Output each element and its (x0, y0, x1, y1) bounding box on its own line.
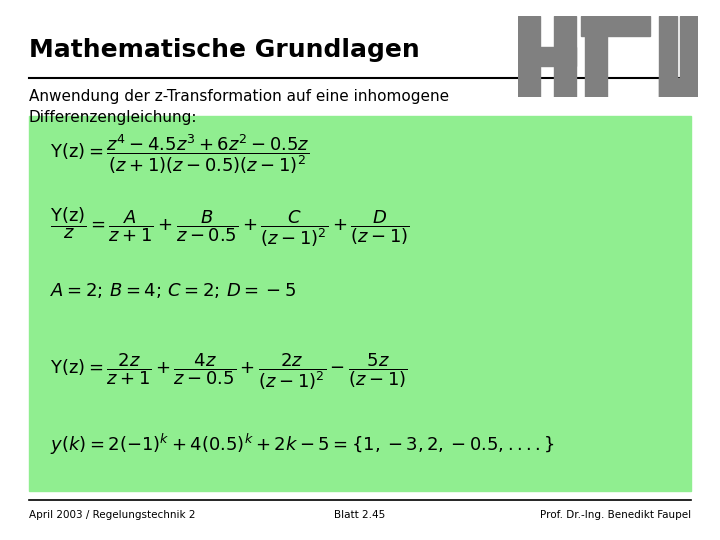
Bar (659, 78, 698, 97)
Bar (680, 16, 698, 97)
Text: Mathematische Grundlagen: Mathematische Grundlagen (29, 38, 420, 62)
FancyBboxPatch shape (29, 116, 691, 491)
Bar (585, 16, 606, 97)
Text: April 2003 / Regelungstechnik 2: April 2003 / Regelungstechnik 2 (29, 510, 195, 521)
Text: $\mathrm{Y(z)} = \dfrac{z^4 - 4.5z^3 + 6z^2 - 0.5z}{(z+1)(z-0.5)(z-1)^2}$: $\mathrm{Y(z)} = \dfrac{z^4 - 4.5z^3 + 6… (50, 132, 310, 176)
Text: Prof. Dr.-Ing. Benedikt Faupel: Prof. Dr.-Ing. Benedikt Faupel (540, 510, 691, 521)
Bar (554, 16, 576, 97)
Text: Blatt 2.45: Blatt 2.45 (334, 510, 386, 521)
Text: $\mathrm{Y(z)} = \dfrac{2z}{z+1} + \dfrac{4z}{z-0.5} + \dfrac{2z}{(z-1)^2} - \df: $\mathrm{Y(z)} = \dfrac{2z}{z+1} + \dfra… (50, 351, 408, 392)
Bar (518, 47, 576, 66)
Text: $\dfrac{\mathrm{Y(z)}}{z} = \dfrac{A}{z+1} + \dfrac{B}{z-0.5} + \dfrac{C}{(z-1)^: $\dfrac{\mathrm{Y(z)}}{z} = \dfrac{A}{z+… (50, 205, 410, 249)
Bar (582, 16, 649, 36)
Bar (659, 16, 677, 97)
Text: $y(k) = 2(-1)^k + 4(0.5)^k + 2k - 5 = \{1, -3, 2, -0.5, ....\}$: $y(k) = 2(-1)^k + 4(0.5)^k + 2k - 5 = \{… (50, 432, 555, 457)
Text: $A = 2;\, B = 4;\, C = 2;\, D = -5$: $A = 2;\, B = 4;\, C = 2;\, D = -5$ (50, 281, 297, 300)
Bar (518, 16, 540, 97)
Text: Anwendung der z-Transformation auf eine inhomogene
Differenzengleichung:: Anwendung der z-Transformation auf eine … (29, 89, 449, 125)
